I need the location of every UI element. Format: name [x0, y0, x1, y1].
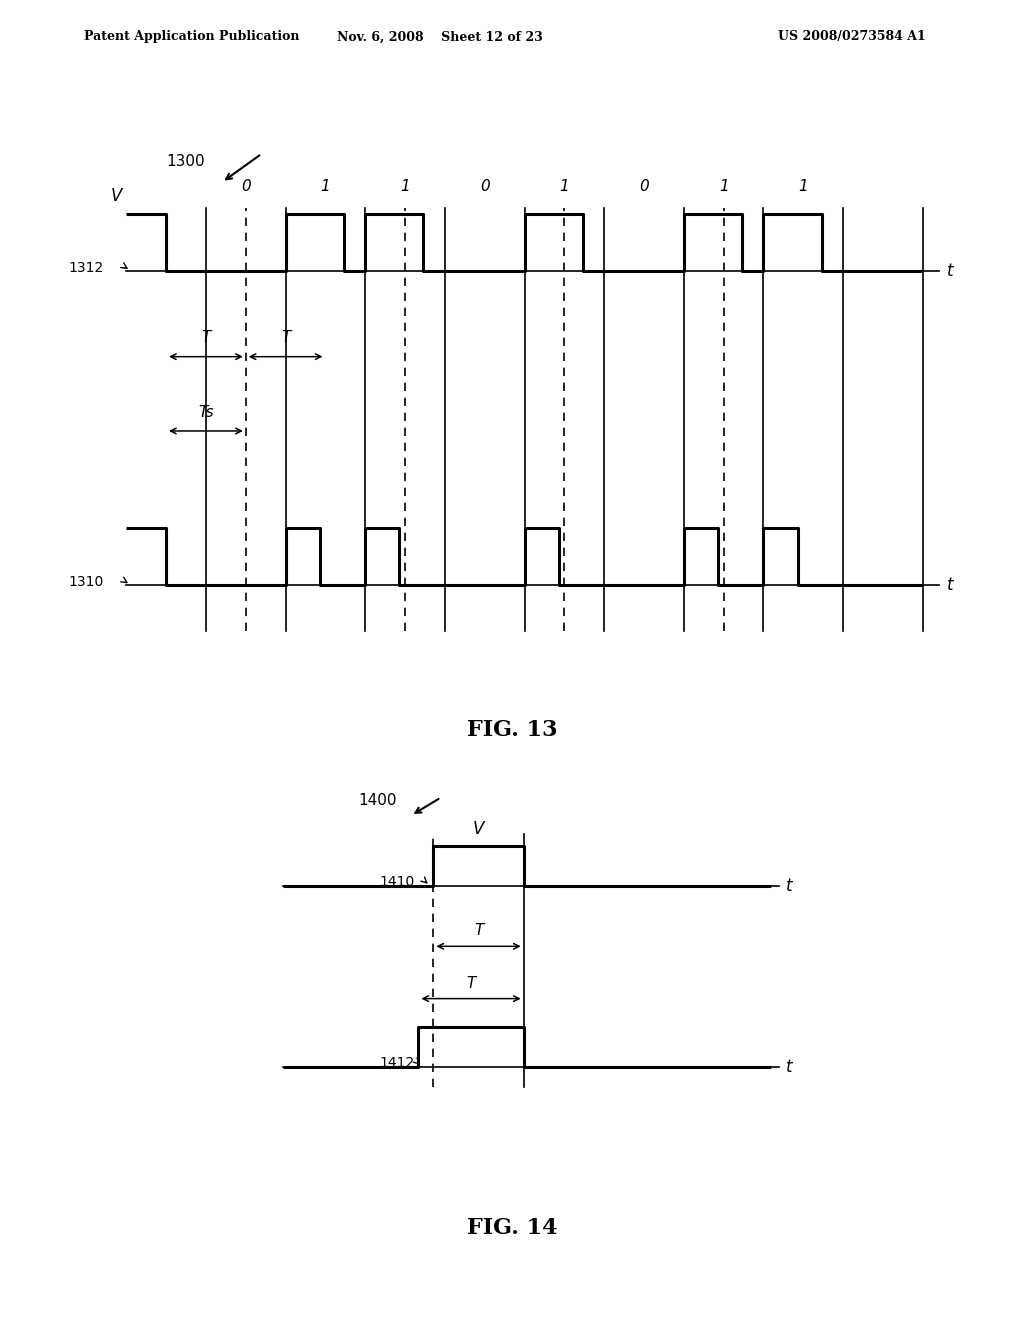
Text: 1412: 1412: [380, 1056, 415, 1071]
Text: V: V: [473, 820, 484, 838]
Text: US 2008/0273584 A1: US 2008/0273584 A1: [778, 30, 926, 44]
Text: T: T: [202, 330, 211, 346]
Text: t: t: [946, 577, 953, 594]
Text: 1: 1: [321, 178, 331, 194]
Text: 1: 1: [400, 178, 410, 194]
Text: T: T: [466, 975, 476, 990]
Text: FIG. 14: FIG. 14: [467, 1217, 557, 1239]
Text: V: V: [111, 187, 122, 205]
Text: 1: 1: [559, 178, 569, 194]
Text: 1400: 1400: [358, 793, 397, 808]
Text: 1: 1: [719, 178, 728, 194]
Text: Nov. 6, 2008    Sheet 12 of 23: Nov. 6, 2008 Sheet 12 of 23: [338, 30, 543, 44]
Text: T: T: [474, 923, 483, 939]
Text: 0: 0: [639, 178, 649, 194]
Text: Patent Application Publication: Patent Application Publication: [84, 30, 299, 44]
Text: 0: 0: [241, 178, 251, 194]
Text: t: t: [786, 1059, 793, 1076]
Text: 0: 0: [480, 178, 489, 194]
Text: 1312: 1312: [69, 261, 104, 275]
Text: FIG. 13: FIG. 13: [467, 719, 557, 742]
Text: 1410: 1410: [380, 875, 415, 888]
Text: T: T: [281, 330, 290, 346]
Text: 1300: 1300: [166, 153, 205, 169]
Text: Ts: Ts: [198, 404, 214, 420]
Text: t: t: [786, 876, 793, 895]
Text: t: t: [946, 261, 953, 280]
Text: 1310: 1310: [69, 576, 104, 590]
Text: 1: 1: [799, 178, 808, 194]
